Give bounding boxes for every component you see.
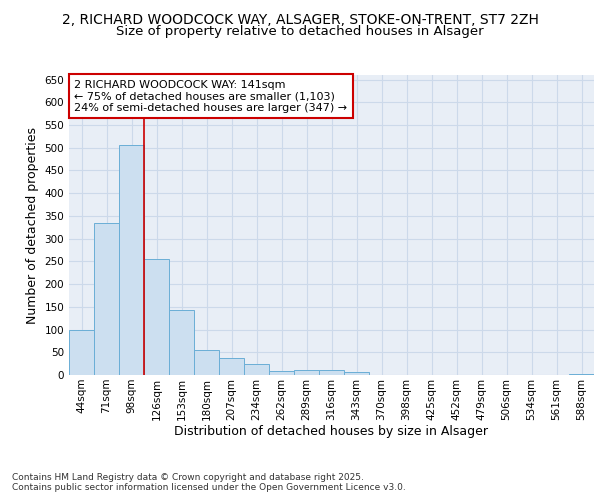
Text: 2 RICHARD WOODCOCK WAY: 141sqm
← 75% of detached houses are smaller (1,103)
24% : 2 RICHARD WOODCOCK WAY: 141sqm ← 75% of …: [74, 80, 347, 112]
Bar: [169, 310, 194, 375]
Bar: [344, 372, 369, 375]
Bar: [194, 350, 219, 375]
Bar: [219, 358, 244, 375]
Bar: [269, 372, 294, 375]
Bar: [569, 374, 594, 375]
Bar: [94, 222, 119, 375]
Text: Contains HM Land Registry data © Crown copyright and database right 2025.
Contai: Contains HM Land Registry data © Crown c…: [12, 473, 406, 492]
Text: 2, RICHARD WOODCOCK WAY, ALSAGER, STOKE-ON-TRENT, ST7 2ZH: 2, RICHARD WOODCOCK WAY, ALSAGER, STOKE-…: [62, 12, 538, 26]
Bar: [144, 259, 169, 375]
Bar: [69, 330, 94, 375]
Bar: [119, 146, 144, 375]
Bar: [319, 370, 344, 375]
X-axis label: Distribution of detached houses by size in Alsager: Distribution of detached houses by size …: [175, 426, 488, 438]
Text: Size of property relative to detached houses in Alsager: Size of property relative to detached ho…: [116, 25, 484, 38]
Y-axis label: Number of detached properties: Number of detached properties: [26, 126, 39, 324]
Bar: [294, 370, 319, 375]
Bar: [244, 364, 269, 375]
